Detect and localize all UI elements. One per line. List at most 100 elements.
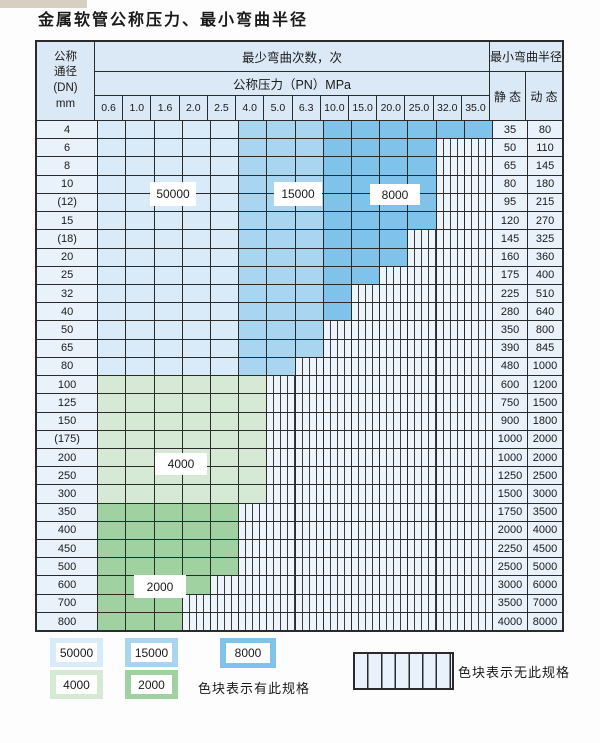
spec-unavailable-cell bbox=[380, 448, 409, 467]
spec-available-cell bbox=[408, 157, 437, 175]
spec-unavailable-cell bbox=[380, 303, 409, 321]
spec-available-cell bbox=[182, 248, 211, 266]
spec-unavailable-cell bbox=[295, 430, 324, 448]
spec-available-cell bbox=[267, 157, 296, 175]
spec-available-cell bbox=[98, 339, 127, 357]
spec-unavailable-cell bbox=[408, 284, 437, 303]
spec-available-cell bbox=[126, 412, 155, 430]
spec-available-cell bbox=[182, 394, 211, 412]
pressure-column-header: 25.0 bbox=[405, 96, 434, 120]
spec-table: 公称 通径 (DN) mm 最少弯曲次数，次 最小弯曲半径 公称压力（PN）MP… bbox=[35, 40, 564, 632]
table-row: 65 390 845 bbox=[37, 339, 562, 358]
table-row: 32 225 510 bbox=[37, 284, 562, 304]
spec-unavailable-cell bbox=[352, 594, 381, 612]
spec-available-cell bbox=[98, 594, 127, 612]
spec-unavailable-cell bbox=[380, 594, 409, 612]
dn-cell: 450 bbox=[37, 540, 99, 558]
spec-available-cell bbox=[98, 485, 127, 503]
spec-unavailable-cell bbox=[464, 521, 494, 540]
dynamic-radius-cell: 4500 bbox=[528, 540, 562, 558]
dynamic-radius-cell: 325 bbox=[528, 230, 562, 248]
dn-cell: 80 bbox=[37, 357, 99, 376]
dynamic-radius-cell: 1500 bbox=[528, 394, 562, 412]
spec-available-cell bbox=[182, 321, 211, 339]
spec-unavailable-cell bbox=[352, 394, 381, 412]
spec-unavailable-cell bbox=[295, 540, 324, 558]
static-radius-cell: 175 bbox=[493, 266, 529, 284]
spec-unavailable-cell bbox=[380, 558, 409, 576]
spec-unavailable-cell bbox=[408, 376, 437, 394]
spec-available-cell bbox=[323, 193, 353, 212]
bend-cycles-zone-label: 4000 bbox=[155, 453, 207, 475]
spec-unavailable-cell bbox=[295, 376, 324, 394]
spec-available-cell bbox=[211, 376, 240, 394]
spec-unavailable-cell bbox=[352, 412, 381, 430]
spec-available-cell bbox=[98, 558, 127, 576]
spec-unavailable-cell bbox=[323, 558, 353, 576]
spec-available-cell bbox=[126, 248, 155, 266]
spec-available-cell bbox=[267, 266, 296, 284]
spec-unavailable-cell bbox=[380, 357, 409, 376]
spec-available-cell bbox=[267, 357, 296, 376]
spec-available-cell bbox=[154, 357, 183, 376]
dn-cell: 15 bbox=[37, 212, 99, 230]
spec-available-cell bbox=[267, 321, 296, 339]
spec-unavailable-cell bbox=[267, 540, 296, 558]
spec-unavailable-cell bbox=[464, 430, 494, 448]
spec-unavailable-cell bbox=[464, 503, 494, 521]
static-radius-cell: 1000 bbox=[493, 448, 529, 467]
spec-available-cell bbox=[98, 412, 127, 430]
dynamic-radius-cell: 5000 bbox=[528, 558, 562, 576]
dynamic-radius-cell: 360 bbox=[528, 248, 562, 266]
spec-unavailable-cell bbox=[436, 448, 465, 467]
bend-cycles-zone-label: 8000 bbox=[370, 184, 420, 205]
table-row: 450 2250 4500 bbox=[37, 540, 562, 559]
dn-cell: 600 bbox=[37, 576, 99, 594]
spec-unavailable-cell bbox=[464, 230, 494, 248]
spec-available-cell bbox=[295, 266, 324, 284]
legend-swatch: 4000 bbox=[50, 670, 103, 699]
table-row: 600 3000 6000 bbox=[37, 576, 562, 595]
spec-unavailable-cell bbox=[323, 357, 353, 376]
spec-unavailable-cell bbox=[380, 485, 409, 503]
spec-available-cell bbox=[239, 339, 268, 357]
spec-available-cell bbox=[211, 248, 240, 266]
spec-unavailable-cell bbox=[295, 467, 324, 485]
spec-unavailable-cell bbox=[295, 521, 324, 540]
spec-unavailable-cell bbox=[464, 321, 494, 339]
spec-available-cell bbox=[211, 467, 240, 485]
spec-available-cell bbox=[154, 266, 183, 284]
spec-available-cell bbox=[239, 193, 268, 212]
static-radius-cell: 1750 bbox=[493, 503, 529, 521]
table-row: 250 1250 2500 bbox=[37, 467, 562, 486]
spec-unavailable-cell bbox=[436, 576, 465, 594]
spec-unavailable-cell bbox=[295, 612, 324, 631]
static-radius-cell: 2000 bbox=[493, 521, 529, 540]
spec-available-cell bbox=[154, 503, 183, 521]
spec-available-cell bbox=[239, 139, 268, 157]
spec-unavailable-cell bbox=[464, 448, 494, 467]
spec-available-cell bbox=[352, 157, 381, 175]
static-radius-cell: 3000 bbox=[493, 576, 529, 594]
pressure-column-header: 32.0 bbox=[434, 96, 462, 120]
static-radius-cell: 1500 bbox=[493, 485, 529, 503]
pressure-column-header: 10.0 bbox=[321, 96, 349, 120]
spec-available-cell bbox=[239, 394, 268, 412]
spec-available-cell bbox=[211, 540, 240, 558]
spec-unavailable-cell bbox=[464, 467, 494, 485]
dn-cell: 4 bbox=[37, 121, 99, 139]
spec-available-cell bbox=[267, 139, 296, 157]
pressure-header: 公称压力（PN）MPa bbox=[94, 72, 489, 96]
pressure-column-header: 2.0 bbox=[180, 96, 208, 120]
spec-available-cell bbox=[239, 175, 268, 193]
spec-unavailable-cell bbox=[295, 558, 324, 576]
spec-unavailable-cell bbox=[408, 266, 437, 284]
spec-available-cell bbox=[182, 485, 211, 503]
table-row: (18) 145 325 bbox=[37, 230, 562, 249]
legend-swatch: 50000 bbox=[50, 638, 103, 667]
dn-cell: (175) bbox=[37, 430, 99, 448]
spec-unavailable-cell bbox=[464, 612, 494, 631]
legend-swatch: 8000 bbox=[220, 638, 276, 668]
spec-available-cell bbox=[211, 339, 240, 357]
